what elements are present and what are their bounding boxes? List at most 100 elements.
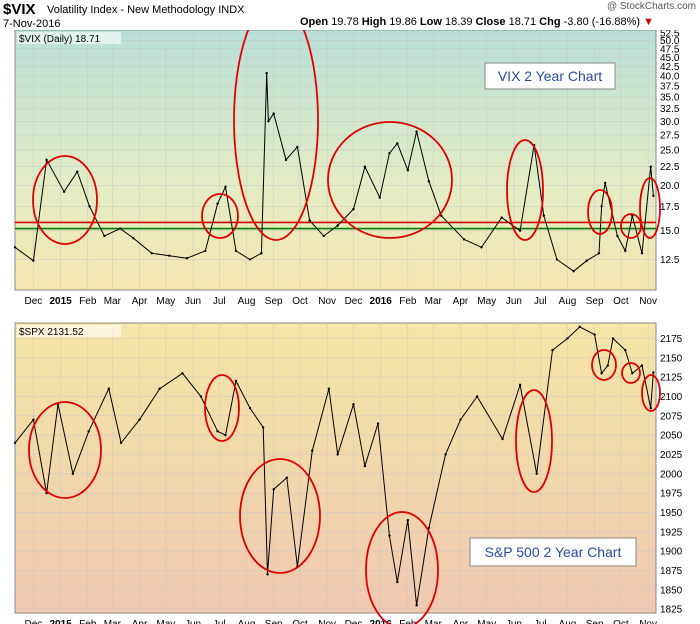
low-label: Low (419, 16, 442, 28)
data-point (216, 430, 219, 433)
x-tick-label: Jul (213, 619, 226, 624)
data-point (138, 418, 141, 421)
x-tick-label: Apr (132, 296, 148, 307)
x-tick-label: Jun (506, 619, 522, 624)
data-point (224, 185, 227, 189)
highlight-circle (515, 389, 553, 493)
data-point (132, 237, 135, 240)
y-tick-label: 2025 (660, 450, 683, 461)
x-tick-label: 2016 (370, 296, 393, 307)
y-tick-label: 2100 (660, 392, 683, 403)
annotation-label: S&P 500 2 Year Chart (485, 544, 622, 560)
data-point (103, 234, 106, 238)
data-point (606, 364, 609, 367)
data-point (272, 488, 275, 491)
x-tick-label: 2016 (370, 619, 393, 624)
chg-label: Chg (539, 16, 561, 28)
x-tick-label: Dec (25, 296, 43, 307)
y-tick-label: 37.5 (660, 82, 680, 93)
y-tick-label: 40.0 (660, 71, 680, 82)
annotation-box (484, 62, 616, 90)
x-tick-label: Mar (104, 296, 122, 307)
data-point (107, 387, 111, 390)
x-tick-label: Jul (534, 296, 547, 307)
data-point (158, 387, 161, 390)
data-point (311, 449, 314, 452)
x-tick-label: May (477, 619, 496, 624)
vix-panel: Dec 2015 Feb Mar Apr May Jun Jul Aug Sep Oct Nov Dec… (13, 30, 680, 307)
data-point (327, 387, 331, 390)
y-tick-label: 12.5 (660, 255, 680, 266)
highlight-circle (28, 401, 102, 499)
data-point (284, 158, 288, 162)
highlight-circle (365, 511, 439, 624)
x-tick-label: May (156, 296, 175, 307)
data-point (518, 383, 522, 387)
data-point (272, 112, 275, 115)
x-tick-label: 2015 (49, 296, 72, 307)
y-tick-label: 35.0 (660, 92, 680, 103)
data-point (32, 418, 35, 421)
data-point (13, 246, 17, 249)
data-point (578, 325, 581, 329)
x-tick-label: Aug (559, 619, 577, 624)
data-point (248, 406, 252, 410)
y-tick-label: 47.5 (660, 44, 680, 55)
y-tick-label: 22.5 (660, 162, 680, 173)
highlight-circle (327, 121, 453, 239)
x-tick-label: May (156, 619, 175, 624)
data-point (62, 190, 66, 193)
x-tick-label: Apr (453, 619, 469, 624)
x-tick-label: Sep (265, 619, 283, 624)
x-tick-label: Mar (104, 619, 122, 624)
highlight-circle (201, 193, 239, 239)
x-tick-label: Aug (559, 296, 577, 307)
data-point (199, 395, 203, 398)
data-point (336, 224, 339, 227)
data-point (265, 71, 268, 75)
data-point (336, 453, 339, 456)
data-point (555, 258, 559, 261)
data-point (308, 219, 311, 222)
data-point (396, 142, 399, 145)
x-tick-label: Feb (399, 296, 417, 307)
y-tick-label: 20.0 (660, 181, 680, 192)
highlight-circle (32, 155, 98, 245)
x-tick-label: Jul (213, 296, 226, 307)
data-point (611, 337, 615, 340)
x-tick-label: Aug (238, 619, 256, 624)
data-point (603, 181, 607, 185)
chg-value: -3.80 (-16.88%) (563, 16, 641, 28)
y-tick-label: 2175 (660, 334, 683, 345)
data-point (76, 170, 79, 173)
data-point (185, 256, 189, 260)
data-point (388, 152, 391, 155)
data-point (119, 441, 123, 445)
x-tick-label: Jun (185, 619, 201, 624)
data-point (406, 169, 410, 172)
data-point (376, 422, 380, 425)
data-point (616, 234, 619, 238)
y-tick-label: 1950 (660, 508, 683, 519)
data-point (296, 145, 299, 149)
data-point (396, 580, 399, 584)
data-point (475, 395, 479, 398)
x-tick-label: Jul (534, 619, 547, 624)
down-triangle-icon: ▼ (643, 16, 655, 28)
x-tick-label: Sep (586, 619, 604, 624)
x-tick-label: Mar (425, 296, 443, 307)
data-point (267, 120, 270, 123)
symbol-description: Volatility Index - New Methodology INDX (47, 4, 245, 16)
legend-label: $SPX 2131.52 (19, 327, 84, 338)
x-tick-label: Dec (345, 296, 363, 307)
data-point (261, 426, 265, 429)
data-point (535, 472, 538, 475)
data-point (150, 252, 153, 255)
legend-label: $VIX (Daily) 18.71 (19, 34, 101, 45)
data-point (600, 205, 603, 208)
data-point (234, 249, 238, 253)
data-point (415, 130, 418, 133)
data-point (427, 180, 431, 183)
legend-bg (17, 325, 121, 337)
data-point (204, 249, 207, 253)
